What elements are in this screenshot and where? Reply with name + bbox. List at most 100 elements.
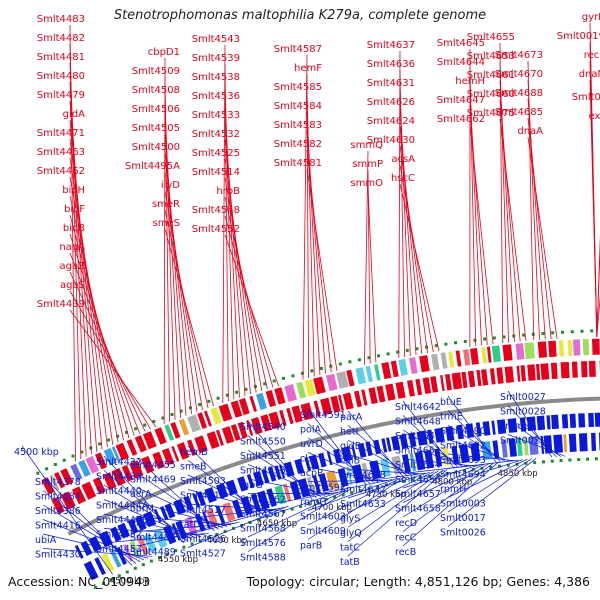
reverse-gene-label: recC xyxy=(395,533,417,544)
forward-gene-block xyxy=(230,424,241,441)
forward-gene-block xyxy=(284,384,297,402)
reverse-gene-label: Smlt4526 xyxy=(180,534,226,545)
forward-gene-block xyxy=(582,338,590,356)
forward-gene-block xyxy=(560,361,570,379)
tick-mark xyxy=(524,461,528,465)
reverse-gene-block xyxy=(256,490,270,510)
forward-gene-label: gidA xyxy=(63,109,85,120)
reverse-gene-label: hetI xyxy=(340,427,358,438)
reverse-gene-label: Smlt4540 xyxy=(240,422,286,433)
reverse-gene-label: Smlt4550 xyxy=(240,437,286,448)
reverse-connector xyxy=(187,505,289,548)
reverse-gene-block xyxy=(282,483,292,502)
reverse-gene-block xyxy=(117,522,130,539)
reverse-gene-label: calB xyxy=(340,456,360,467)
reverse-gene-label: Smlt4693 xyxy=(440,455,486,466)
reverse-gene-block xyxy=(536,415,546,431)
reverse-gene-block xyxy=(528,436,539,455)
reverse-gene-block xyxy=(196,491,206,507)
forward-gene-block xyxy=(78,459,91,477)
reverse-gene-block xyxy=(222,502,236,522)
forward-gene-label: Smlt4644 xyxy=(437,57,485,68)
tick-mark xyxy=(198,539,202,543)
reverse-gene-label: Smlt4694 xyxy=(440,470,486,481)
reverse-connector xyxy=(103,470,189,542)
tick-mark xyxy=(190,542,194,546)
forward-gene-block xyxy=(197,412,208,429)
forward-gene-block xyxy=(296,381,307,399)
forward-gene-block xyxy=(121,464,134,482)
tick-mark xyxy=(116,434,120,438)
tick-mark xyxy=(265,515,269,519)
forward-gene-label: Smlt4637 xyxy=(367,40,415,51)
reverse-gene-block xyxy=(237,476,249,492)
reverse-gene-label: dinG xyxy=(130,518,152,529)
reverse-gene-block xyxy=(361,462,370,482)
reverse-connector xyxy=(137,458,215,532)
forward-gene-block xyxy=(537,341,548,358)
forward-gene-block xyxy=(210,407,222,425)
reverse-gene-block xyxy=(482,421,491,436)
reverse-gene-block xyxy=(88,536,102,553)
forward-gene-block xyxy=(320,397,333,416)
tick-mark xyxy=(594,457,598,461)
forward-gene-block xyxy=(461,371,468,389)
reverse-gene-block xyxy=(526,416,537,432)
reverse-gene-label: Smlt4649 xyxy=(395,431,441,442)
reverse-gene-block xyxy=(326,451,333,466)
forward-gene-label: Smlt4661 xyxy=(467,70,515,81)
reverse-connector xyxy=(187,474,268,513)
forward-gene-block xyxy=(346,369,355,387)
reverse-gene-block xyxy=(325,470,339,490)
reverse-gene-label: Smlt4592 xyxy=(300,483,346,494)
forward-gene-block xyxy=(70,463,83,481)
reverse-gene-block xyxy=(351,445,357,460)
reverse-connector xyxy=(402,400,455,469)
forward-gene-label: Smlt4653 xyxy=(467,51,515,62)
forward-gene-block xyxy=(142,431,157,450)
forward-gene-block xyxy=(265,390,277,408)
forward-gene-block xyxy=(215,429,224,446)
tick-mark xyxy=(502,335,506,339)
reverse-gene-label: smeB xyxy=(180,462,207,473)
forward-connector xyxy=(224,158,257,393)
forward-gene-label: Smlt4670 xyxy=(495,69,543,80)
forward-connector xyxy=(224,139,251,395)
forward-gene-block xyxy=(94,452,108,470)
forward-gene-block xyxy=(540,363,550,380)
tick-mark xyxy=(117,574,121,578)
reverse-connector xyxy=(307,479,393,497)
reverse-gene-block xyxy=(250,493,262,512)
forward-gene-label: Smlt4508 xyxy=(132,85,180,96)
reverse-connector xyxy=(347,454,417,476)
forward-gene-label: exbB1 xyxy=(589,111,600,122)
forward-gene-label: dnaA xyxy=(517,126,543,137)
reverse-gene-block xyxy=(312,475,321,494)
reverse-connector xyxy=(187,508,281,519)
reverse-connector xyxy=(447,453,515,461)
forward-connector xyxy=(69,290,151,430)
forward-gene-label: agaZ xyxy=(60,261,86,272)
forward-gene-block xyxy=(221,426,235,444)
reverse-gene-block xyxy=(266,488,277,508)
reverse-gene-block xyxy=(386,437,392,452)
forward-connector xyxy=(399,126,423,355)
forward-gene-block xyxy=(203,410,212,427)
tick-mark xyxy=(386,352,390,356)
reverse-gene-label: Smlt4654 xyxy=(395,460,441,471)
reverse-gene-label: Smlt4555 xyxy=(240,466,286,477)
forward-gene-block xyxy=(291,405,303,423)
ruler-label: 4650 kbp xyxy=(257,519,297,529)
reverse-gene-block xyxy=(341,446,353,462)
forward-gene-block xyxy=(571,361,578,378)
forward-gene-label: Smlt4533 xyxy=(192,110,240,121)
forward-gene-label: Smlt0020 xyxy=(572,92,600,103)
reverse-gene-label: Smlt4628 xyxy=(340,470,386,481)
reverse-gene-block xyxy=(134,515,147,531)
reverse-gene-label: Smlt4469 xyxy=(130,475,176,486)
forward-gene-block xyxy=(385,383,396,401)
reverse-gene-block xyxy=(380,458,392,478)
forward-gene-label: Smlt4583 xyxy=(274,120,322,131)
ruler-label: 4800 kbp xyxy=(432,478,472,488)
